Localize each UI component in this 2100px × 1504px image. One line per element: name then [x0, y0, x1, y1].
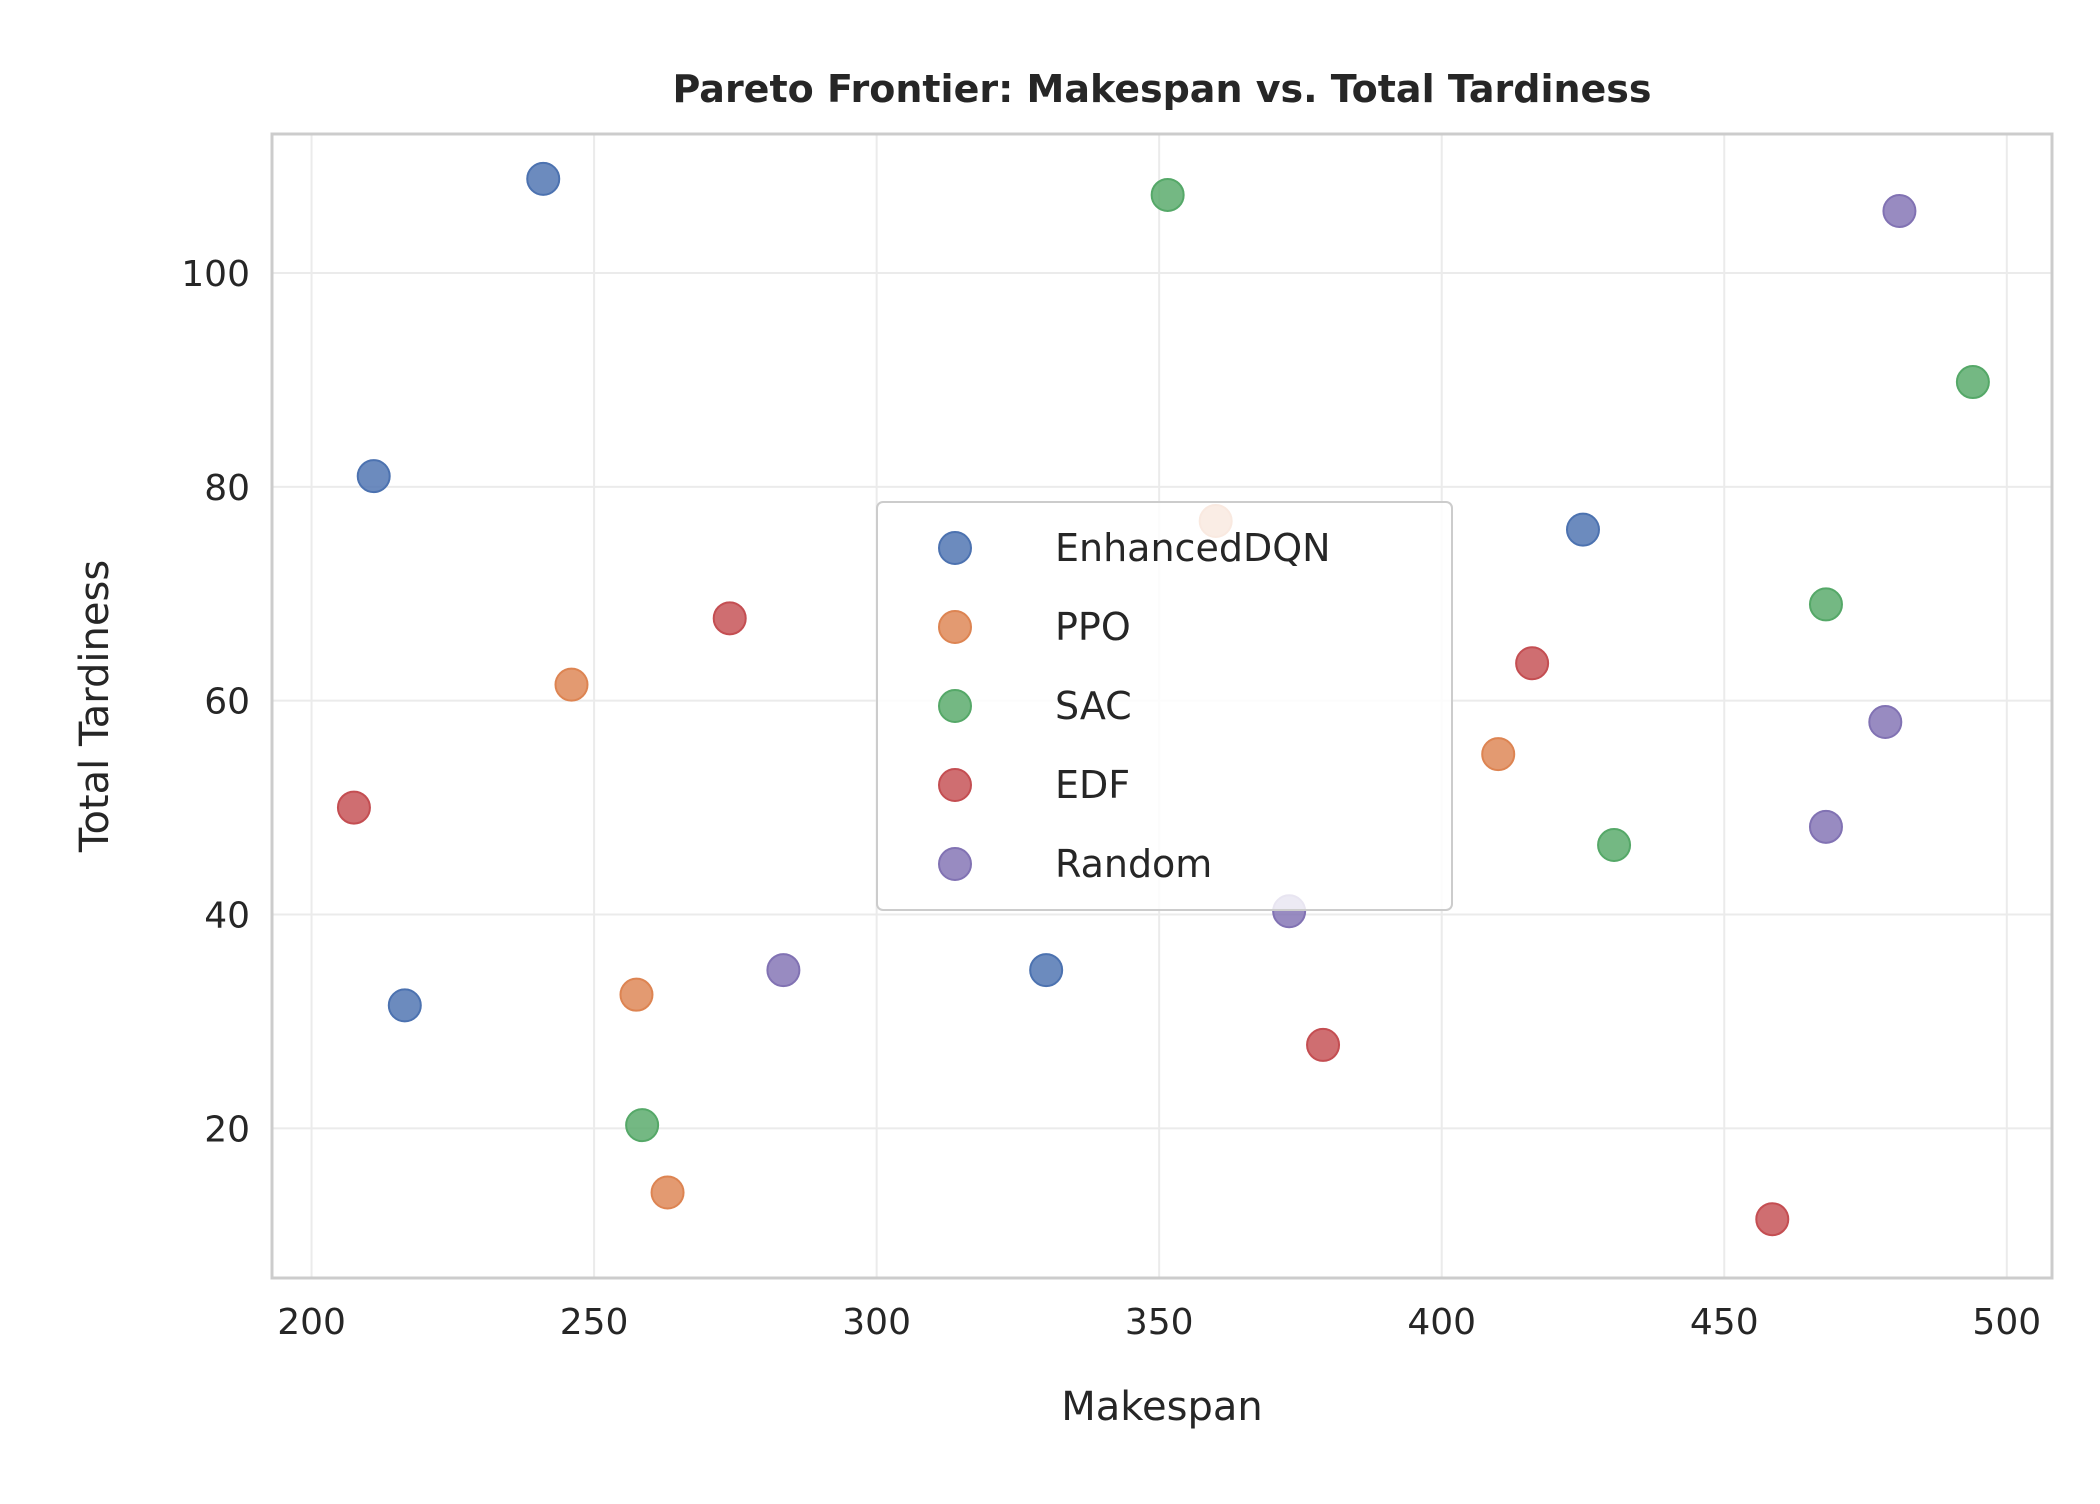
data-point-edf [336, 790, 371, 825]
y-tick-label: 60 [204, 682, 250, 723]
legend-label-sac: SAC [1055, 684, 1132, 728]
x-tick-label: 300 [842, 1302, 911, 1343]
data-point-ppo [554, 667, 589, 702]
legend-label-ppo: PPO [1055, 605, 1131, 649]
data-point-edf [1755, 1202, 1790, 1237]
legend-label-edf: EDF [1055, 763, 1130, 807]
x-tick-label: 450 [1690, 1302, 1759, 1343]
y-tick-label: 20 [204, 1109, 250, 1150]
data-point-edf [712, 601, 747, 636]
legend: EnhancedDQN PPO SAC EDF Random [876, 501, 1453, 911]
data-point-enhanceddqn [526, 161, 561, 196]
chart-title: Pareto Frontier: Makespan vs. Total Tard… [672, 67, 1651, 111]
data-point-ppo [619, 977, 654, 1012]
legend-marker-enhanceddqn [938, 531, 972, 565]
x-tick-label: 200 [277, 1302, 346, 1343]
y-tick-label: 80 [204, 468, 250, 509]
data-point-random [1882, 193, 1917, 228]
legend-label-random: Random [1055, 842, 1212, 886]
tick-labels: 200 250 300 350 400 450 500 20 40 60 80 100 [181, 254, 2041, 1343]
legend-marker-random [938, 847, 972, 881]
data-point-random [1808, 809, 1843, 844]
data-point-sac [625, 1108, 660, 1143]
data-point-ppo [1481, 737, 1516, 772]
x-tick-label: 400 [1407, 1302, 1476, 1343]
y-tick-label: 100 [181, 254, 250, 295]
x-tick-label: 500 [1972, 1302, 2041, 1343]
y-tick-label: 40 [204, 895, 250, 936]
data-point-enhanceddqn [1029, 953, 1064, 988]
data-point-random [766, 953, 801, 988]
data-point-ppo [650, 1175, 685, 1210]
data-point-sac [1808, 587, 1843, 622]
legend-marker-sac [938, 689, 972, 723]
data-point-sac [1597, 827, 1632, 862]
data-point-enhanceddqn [387, 988, 422, 1023]
x-axis-label: Makespan [1061, 1384, 1262, 1430]
data-point-edf [1306, 1027, 1341, 1062]
data-point-sac [1955, 365, 1990, 400]
legend-box [876, 501, 1453, 911]
data-point-edf [1515, 646, 1550, 681]
x-tick-label: 350 [1125, 1302, 1194, 1343]
data-point-enhanceddqn [1565, 512, 1600, 547]
x-tick-label: 250 [560, 1302, 629, 1343]
legend-label-enhanceddqn: EnhancedDQN [1055, 526, 1331, 570]
plot-frame [270, 132, 2054, 1280]
data-point-enhanceddqn [356, 459, 391, 494]
data-point-sac [1150, 177, 1185, 212]
legend-marker-edf [938, 768, 972, 802]
y-axis-label: Total Tardiness [72, 560, 118, 853]
legend-marker-ppo [938, 610, 972, 644]
data-point-random [1868, 705, 1903, 740]
